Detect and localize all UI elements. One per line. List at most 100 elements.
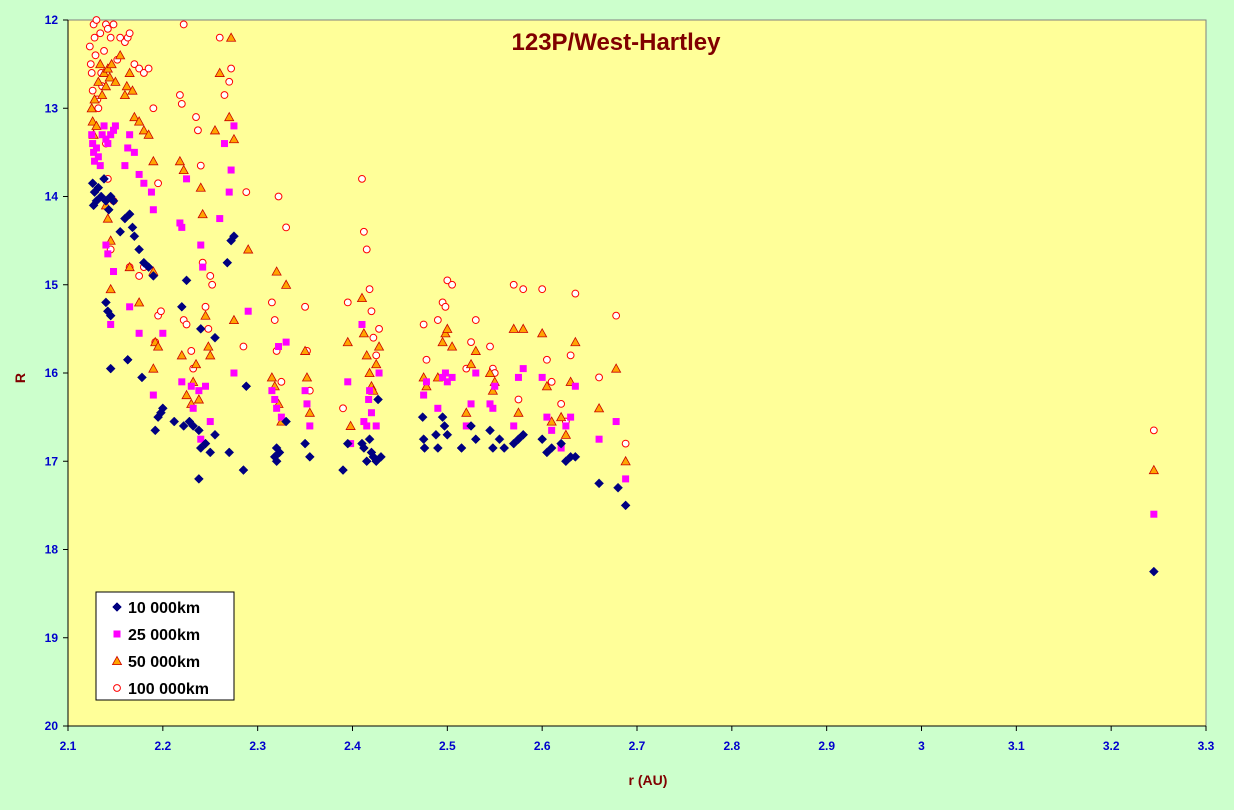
data-point: [148, 155, 159, 166]
data-point: [126, 303, 134, 311]
data-point: [101, 297, 111, 308]
data-point: [358, 174, 366, 183]
data-point: [376, 451, 386, 462]
data-point: [200, 310, 211, 320]
data-point: [375, 369, 383, 377]
data-point: [204, 324, 213, 333]
data-point: [543, 413, 551, 421]
data-point: [422, 378, 430, 386]
data-point: [303, 400, 311, 408]
data-point: [622, 475, 630, 483]
data-point: [91, 157, 99, 165]
data-point: [360, 418, 368, 426]
data-point: [89, 94, 100, 104]
data-point: [200, 438, 211, 449]
data-point: [267, 298, 276, 307]
data-point: [103, 24, 112, 33]
data-point: [96, 29, 105, 38]
data-point: [228, 314, 240, 325]
data-point: [470, 434, 481, 445]
data-point: [367, 409, 375, 417]
legend-label: 50 000km: [128, 654, 200, 671]
data-point: [129, 231, 140, 242]
data-point: [110, 268, 118, 276]
data-point: [366, 387, 374, 395]
data-point: [229, 231, 239, 242]
data-point: [486, 400, 494, 408]
data-point: [620, 455, 631, 466]
data-point: [518, 323, 529, 333]
y-tick-label: 16: [45, 366, 59, 380]
data-point: [107, 320, 115, 328]
data-point: [157, 307, 165, 316]
data-point: [244, 307, 252, 315]
data-point: [560, 429, 572, 439]
data-point: [418, 434, 429, 445]
data-point: [199, 263, 207, 271]
data-point: [301, 387, 309, 395]
data-point: [225, 77, 234, 86]
x-tick-label: 2.6: [534, 739, 551, 753]
data-point: [510, 422, 518, 430]
data-point: [193, 394, 205, 404]
data-point: [437, 412, 448, 422]
legend-box: [95, 591, 235, 701]
data-point: [277, 377, 286, 386]
data-point: [178, 164, 189, 175]
data-point: [124, 209, 135, 220]
data-point: [179, 20, 188, 29]
data-point: [110, 76, 121, 86]
data-point: [271, 266, 282, 276]
data-point: [442, 429, 453, 440]
data-point: [115, 226, 126, 237]
data-point: [230, 369, 238, 377]
data-point: [105, 363, 116, 374]
data-point: [100, 122, 108, 130]
data-point: [121, 162, 129, 170]
data-point: [209, 124, 221, 135]
y-tick-label: 15: [45, 278, 59, 292]
data-point: [485, 425, 495, 436]
x-tick-label: 2.7: [629, 739, 646, 753]
data-point: [195, 182, 206, 192]
data-point: [149, 104, 158, 113]
x-tick-label: 2.8: [723, 739, 740, 753]
data-point: [182, 320, 191, 329]
data-point: [137, 372, 147, 383]
data-point: [282, 223, 291, 232]
data-point: [188, 421, 199, 431]
data-point: [358, 327, 370, 338]
data-point: [183, 175, 191, 183]
data-point: [178, 223, 186, 231]
data-point: [543, 355, 551, 364]
data-point: [465, 358, 477, 369]
data-point: [133, 116, 145, 126]
data-point: [106, 33, 115, 42]
data-point: [373, 394, 383, 405]
data-point: [509, 280, 518, 289]
data-point: [489, 404, 497, 412]
data-point: [359, 227, 368, 236]
data-point: [491, 382, 499, 390]
data-point: [304, 407, 316, 417]
data-point: [519, 285, 528, 294]
data-point: [119, 89, 131, 100]
data-point: [148, 271, 159, 281]
data-point: [441, 302, 450, 311]
data-point: [437, 336, 448, 347]
data-point: [176, 350, 187, 360]
data-point: [90, 148, 98, 156]
data-point: [96, 162, 104, 170]
data-point: [372, 422, 380, 430]
data-point: [620, 500, 631, 511]
data-point: [361, 456, 372, 467]
data-point: [342, 336, 353, 347]
data-point: [150, 425, 161, 436]
legend-marker: [112, 602, 122, 612]
data-point: [470, 345, 481, 355]
data-point: [135, 272, 144, 280]
data-point: [135, 329, 143, 337]
data-point: [359, 443, 369, 453]
data-point: [95, 58, 106, 69]
data-point: [91, 120, 102, 130]
